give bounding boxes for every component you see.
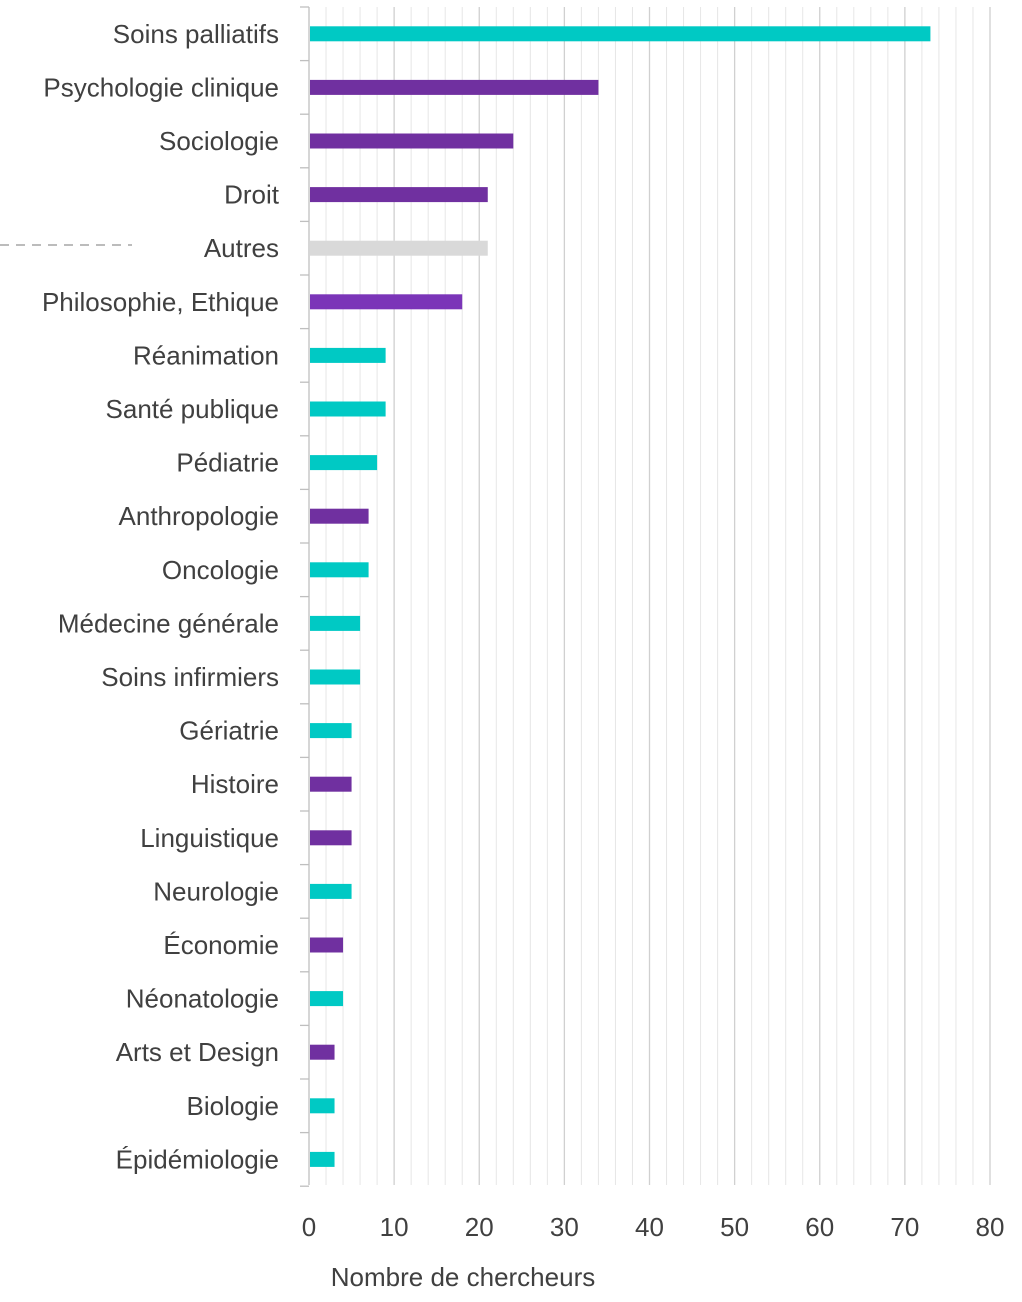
category-label: Droit: [224, 180, 280, 210]
axes: [300, 6, 310, 1187]
bar: [310, 1151, 335, 1167]
category-label: Arts et Design: [116, 1037, 279, 1067]
category-label: Linguistique: [140, 823, 279, 853]
category-label: Anthropologie: [119, 501, 279, 531]
bars: [310, 26, 931, 1167]
bar: [310, 401, 386, 417]
category-label: Biologie: [186, 1091, 279, 1121]
category-label: Pédiatrie: [176, 448, 279, 478]
x-tick-label: 10: [380, 1212, 409, 1242]
x-tick-label: 0: [302, 1212, 316, 1242]
bar: [310, 455, 378, 471]
category-labels: Soins palliatifs Psychologie clinique Soci…: [42, 19, 280, 1175]
x-tick-labels: 0 10 20 30 40 50 60 70 80: [302, 1212, 1005, 1242]
category-label: Économie: [163, 930, 279, 960]
category-label: Gériatrie: [179, 716, 279, 746]
bar: [310, 615, 361, 631]
category-label: Sociologie: [159, 126, 279, 156]
bar: [310, 562, 369, 578]
x-tick-label: 60: [805, 1212, 834, 1242]
category-label: Neurologie: [153, 876, 279, 906]
bar: [310, 240, 488, 256]
category-label: Psychologie clinique: [43, 72, 279, 102]
bar: [310, 133, 514, 149]
x-tick-label: 20: [465, 1212, 494, 1242]
category-label: Médecine générale: [58, 608, 279, 638]
x-tick-label: 30: [550, 1212, 579, 1242]
bar: [310, 883, 352, 899]
bar: [310, 830, 352, 846]
category-label: Néonatologie: [126, 984, 279, 1014]
bar: [310, 26, 931, 42]
category-label: Histoire: [191, 769, 279, 799]
x-axis-title: Nombre de chercheurs: [331, 1262, 595, 1292]
bar: [310, 723, 352, 739]
category-label: Santé publique: [106, 394, 279, 424]
bar: [310, 1098, 335, 1114]
bar: [310, 669, 361, 685]
category-label: Oncologie: [162, 555, 279, 585]
bar: [310, 187, 488, 203]
bar: [310, 1044, 335, 1060]
category-label: Autres: [204, 233, 279, 263]
bar: [310, 508, 369, 524]
bar: [310, 79, 599, 95]
category-label: Épidémiologie: [116, 1144, 279, 1174]
bar: [310, 294, 463, 310]
x-tick-label: 80: [976, 1212, 1005, 1242]
category-label: Réanimation: [133, 340, 279, 370]
bar: [310, 776, 352, 792]
x-tick-label: 50: [720, 1212, 749, 1242]
category-label: Philosophie, Ethique: [42, 287, 279, 317]
bar: [310, 991, 344, 1007]
bar: [310, 347, 386, 363]
x-tick-label: 70: [890, 1212, 919, 1242]
category-label: Soins palliatifs: [113, 19, 279, 49]
gridlines: [325, 7, 991, 1185]
x-tick-label: 40: [635, 1212, 664, 1242]
category-label: Soins infirmiers: [101, 662, 279, 692]
bar: [310, 937, 344, 953]
